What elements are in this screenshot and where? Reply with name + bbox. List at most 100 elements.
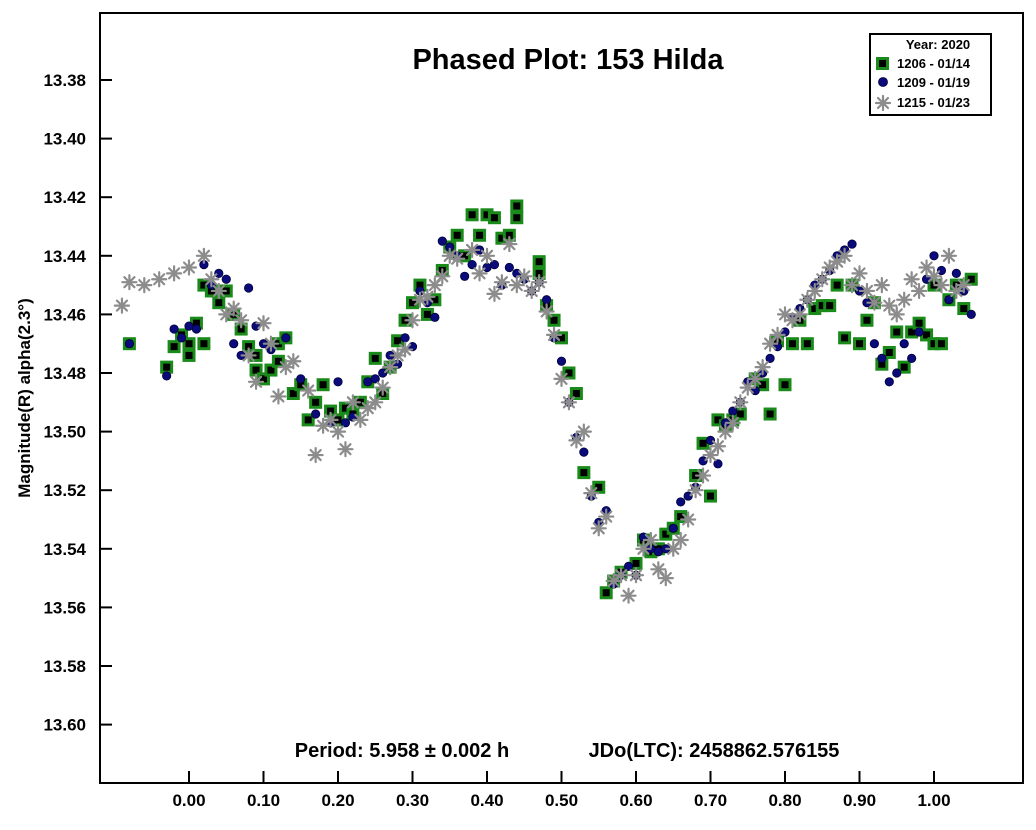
data-point-asterisk (814, 271, 831, 288)
data-point-asterisk (389, 347, 406, 364)
data-point-square (450, 228, 464, 242)
data-point-square (309, 395, 323, 409)
data-point-asterisk (843, 277, 861, 294)
data-point-asterisk (180, 259, 198, 276)
data-point-asterisk (329, 423, 347, 440)
data-point-asterisk (307, 446, 324, 464)
y-tick-label: 13.46 (43, 305, 86, 324)
data-point-asterisk (553, 370, 570, 387)
data-point-square (502, 228, 516, 242)
data-point-circle (169, 324, 179, 334)
x-tick-label: 0.80 (768, 791, 801, 810)
data-point-circle (437, 236, 447, 246)
data-point-asterisk (247, 373, 265, 390)
x-tick-label: 0.00 (172, 791, 205, 810)
y-axis: 13.38 13.40 13.42 13.44 13.46 13.48 13.50 13.52… (43, 71, 112, 735)
data-point-square (830, 278, 844, 292)
data-point-asterisk (225, 300, 242, 317)
y-tick-label: 13.60 (43, 716, 86, 735)
data-point-square (160, 360, 174, 374)
data-point-square (212, 296, 226, 310)
data-point-asterisk (545, 326, 563, 344)
y-tick-label: 13.48 (43, 364, 86, 383)
data-point-circle (229, 339, 239, 349)
data-point-square (785, 337, 799, 351)
data-point-square (756, 378, 770, 392)
data-point-asterisk (300, 382, 317, 399)
data-point-circle (460, 271, 470, 281)
y-tick-label: 13.54 (43, 540, 86, 559)
data-point-asterisk (121, 274, 138, 291)
y-tick-label: 13.40 (43, 130, 86, 149)
data-point-circle (504, 262, 514, 273)
data-point-square (599, 586, 613, 600)
data-point-square (882, 345, 896, 359)
data-point-asterisk (337, 441, 354, 458)
data-point-square (912, 316, 926, 330)
data-point-circle (944, 295, 954, 305)
data-point-asterisk (672, 531, 689, 549)
data-point-asterisk (910, 282, 928, 300)
period-annotation: Period: 5.958 ± 0.002 h (295, 740, 509, 762)
data-point-asterisk (940, 247, 958, 264)
data-point-asterisk (873, 277, 890, 294)
data-point-asterisk (113, 297, 131, 314)
data-point-asterisk (680, 511, 697, 528)
data-point-circle (467, 259, 477, 270)
data-point-asterisk (277, 359, 294, 376)
data-point-square (182, 337, 196, 351)
data-point-asterisk (203, 271, 220, 288)
data-point-asterisk (851, 265, 868, 282)
data-point-asterisk (903, 271, 920, 288)
y-tick-label: 13.58 (43, 657, 86, 676)
data-point-asterisk (486, 285, 503, 302)
data-point-square (704, 489, 717, 503)
data-point-square (368, 351, 382, 365)
epoch-annotation: JDo(LTC): 2458862.576155 (589, 740, 840, 762)
data-point-circle (191, 324, 202, 334)
plot-frame (99, 12, 1024, 784)
x-tick-label: 0.50 (545, 791, 578, 810)
data-point-square (800, 337, 814, 351)
data-point-asterisk (322, 411, 339, 428)
data-point-square (860, 313, 874, 327)
data-point-asterisk (538, 303, 555, 320)
data-point-circle (281, 333, 291, 343)
x-tick-label: 0.40 (470, 791, 503, 810)
data-point-circle (333, 377, 343, 387)
data-point-square (510, 211, 524, 225)
data-point-square (487, 211, 501, 225)
data-point-asterisk (732, 394, 749, 411)
data-point-asterisk (754, 359, 771, 376)
data-point-asterisk (151, 271, 168, 288)
data-point-asterisk (955, 277, 972, 294)
data-point-asterisk (642, 531, 660, 549)
data-point-asterisk (627, 567, 645, 584)
y-tick-label: 13.50 (43, 423, 86, 442)
data-point-circle (489, 259, 500, 270)
data-point-asterisk (344, 394, 361, 411)
data-point-asterisk (620, 587, 637, 604)
data-point-asterisk (166, 265, 183, 282)
data-point-asterisk (933, 277, 950, 294)
data-point-square (234, 322, 248, 336)
legend-box (869, 33, 992, 116)
data-point-asterisk (560, 394, 578, 411)
x-axis: 0.00 0.10 0.20 0.30 0.40 0.50 0.60 0.70 0.80 0.90… (172, 771, 951, 810)
data-point-circle (966, 309, 976, 319)
legend-entry-1215: 1215 - 01/23 (897, 95, 970, 110)
data-point-asterisk (531, 274, 548, 291)
data-point-asterisk (449, 250, 466, 267)
data-point-asterisk (419, 288, 436, 305)
legend-marker-asterisk (874, 94, 892, 112)
data-point-circle (214, 268, 224, 278)
data-point-circle (884, 377, 894, 387)
data-point-circle (124, 339, 134, 349)
data-point-square (823, 299, 837, 313)
data-point-asterisk (471, 265, 488, 282)
x-tick-label: 0.10 (247, 791, 280, 810)
data-point-square (592, 480, 606, 494)
data-point-asterisk (255, 315, 272, 332)
data-point-asterisk (218, 306, 235, 323)
data-point-circle (430, 312, 440, 322)
